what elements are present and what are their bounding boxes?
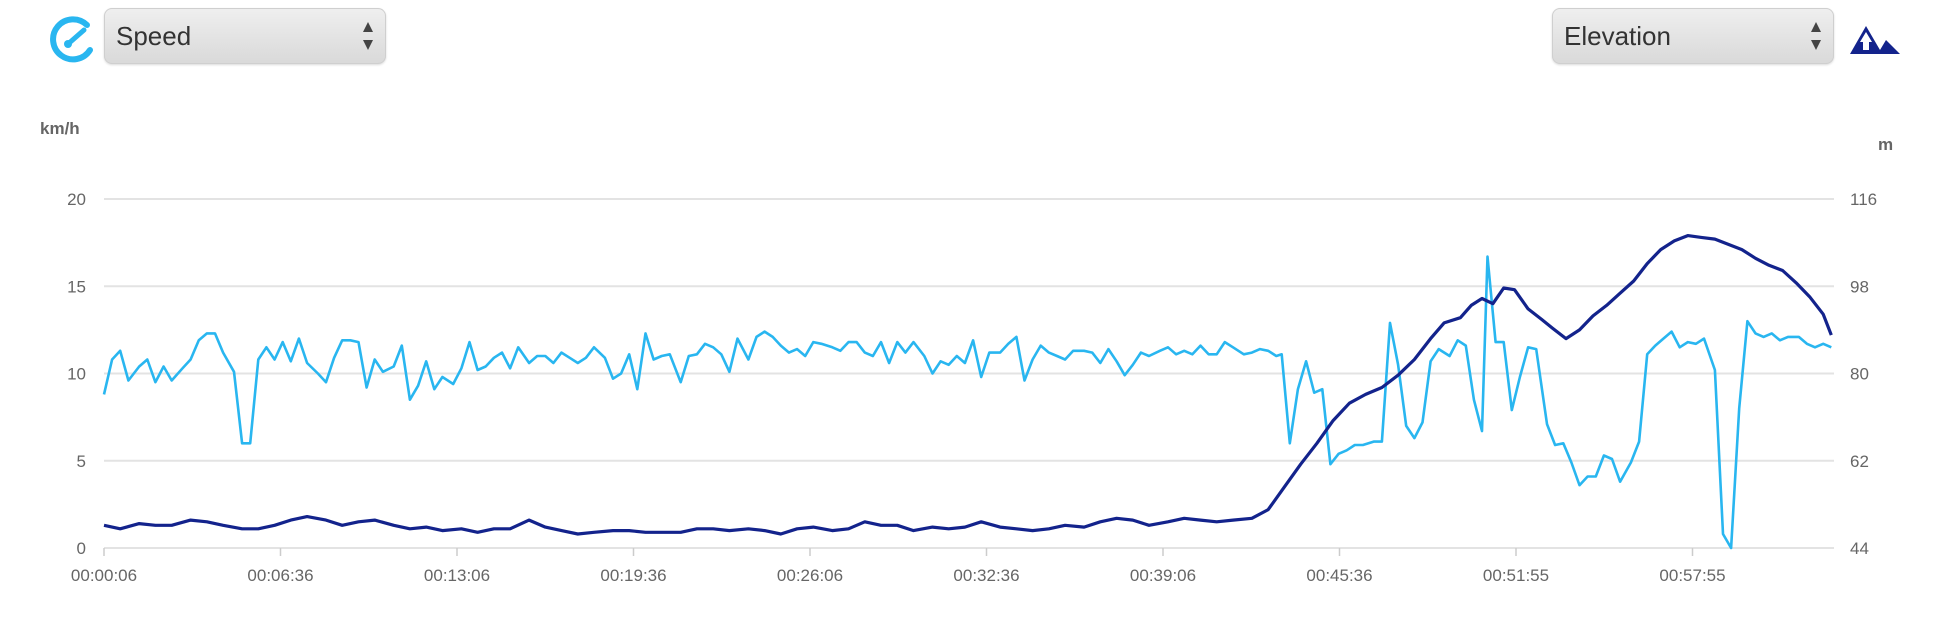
x-tick-label: 00:39:06	[1130, 566, 1196, 585]
right-axis-unit: m	[1878, 135, 1893, 154]
x-tick-label: 00:19:36	[600, 566, 666, 585]
right-tick-label: 116	[1850, 190, 1877, 209]
x-tick-label: 00:13:06	[424, 566, 490, 585]
left-tick-label: 15	[67, 277, 86, 296]
right-tick-label: 44	[1850, 539, 1869, 558]
metric-select-right[interactable]: Elevation	[1552, 8, 1834, 64]
x-tick-label: 00:45:36	[1306, 566, 1372, 585]
left-axis-unit: km/h	[40, 119, 80, 138]
x-tick-label: 00:00:06	[71, 566, 137, 585]
left-tick-label: 20	[67, 190, 86, 209]
chart-area: 0 5 10 15 20 44 62 80 98 116 00:00:06 00:06:36 00:…	[0, 80, 1944, 616]
left-axis-ticks: 0 5 10 15 20	[67, 190, 86, 558]
left-tick-label: 10	[67, 365, 86, 384]
x-tick-label: 00:51:55	[1483, 566, 1549, 585]
x-axis-ticks: 00:00:06 00:06:36 00:13:06 00:19:36 00:26:06…	[71, 548, 1726, 585]
select-arrows-icon	[363, 22, 373, 50]
right-tick-label: 62	[1850, 452, 1869, 471]
mountain-icon	[1850, 26, 1900, 54]
x-tick-label: 00:57:55	[1659, 566, 1725, 585]
metric-select-right-value: Elevation	[1564, 21, 1671, 51]
elevation-series-line	[103, 234, 1833, 536]
left-tick-label: 0	[77, 539, 86, 558]
grid-lines	[104, 198, 1834, 549]
chart-controls: Speed Elevation	[0, 0, 1944, 80]
right-tick-label: 98	[1850, 277, 1869, 296]
left-tick-label: 5	[77, 452, 86, 471]
right-axis-ticks: 44 62 80 98 116	[1850, 190, 1877, 558]
select-arrows-icon	[1811, 22, 1821, 50]
speedometer-icon	[50, 16, 93, 63]
metric-select-left-value: Speed	[116, 21, 192, 51]
series-lines	[102, 234, 1833, 550]
x-tick-label: 00:32:36	[953, 566, 1019, 585]
metric-select-left[interactable]: Speed	[104, 8, 386, 64]
speed-series-line	[102, 255, 1832, 550]
x-tick-label: 00:06:36	[247, 566, 313, 585]
right-tick-label: 80	[1850, 365, 1869, 384]
x-tick-label: 00:26:06	[777, 566, 843, 585]
